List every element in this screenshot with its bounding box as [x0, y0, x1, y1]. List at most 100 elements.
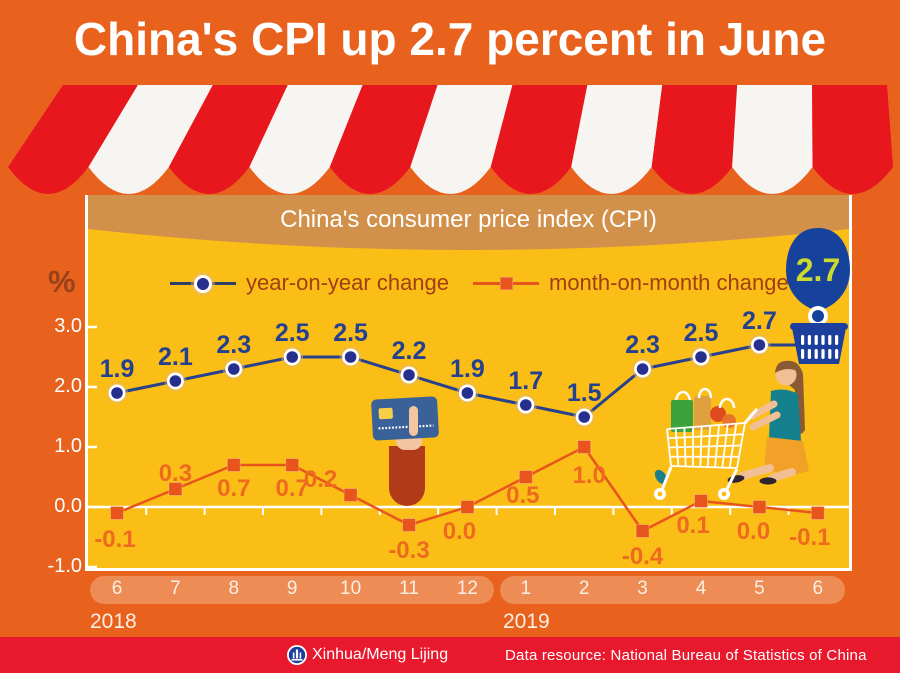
yoy-data-label: 2.2	[392, 337, 427, 365]
awning-stripe	[168, 85, 288, 194]
mom-data-point	[168, 482, 183, 496]
mom-data-point	[110, 506, 124, 520]
mom-data-label: -0.3	[388, 537, 429, 564]
month-label: 6	[111, 578, 123, 599]
mom-data-label: 0.1	[676, 512, 709, 539]
mom-data-label: 0.7	[276, 475, 309, 502]
y-tick-label: 3.0	[54, 315, 82, 337]
legend-mom-marker-icon	[500, 277, 513, 290]
mom-data-point	[518, 470, 533, 484]
awning-decoration-icon	[8, 85, 893, 194]
month-label: 12	[456, 578, 478, 599]
yoy-data-label: 2.5	[333, 319, 368, 347]
mom-data-label: -0.1	[789, 524, 830, 551]
yoy-data-label: 2.3	[216, 331, 251, 359]
legend-mom-label: month-on-month change	[549, 270, 789, 295]
yoy-data-label: 2.5	[684, 319, 719, 347]
shopper-cart-illustration-icon	[654, 360, 809, 500]
y-tick-label: 2.0	[54, 375, 82, 397]
yoy-data-label: 2.7	[742, 307, 777, 335]
awning-stripe	[651, 85, 738, 194]
mom-data-point	[460, 500, 475, 514]
mom-data-label: 0.5	[506, 482, 539, 509]
mom-data-point	[810, 506, 825, 520]
awning-stripe	[812, 85, 893, 194]
data-source-text: Data resource: National Bureau of Statis…	[505, 646, 867, 664]
xinhua-logo-icon	[287, 645, 307, 665]
yoy-data-point	[461, 387, 474, 399]
yoy-data-point	[111, 387, 123, 399]
legend-yoy: year-on-year change	[170, 270, 449, 296]
highlight-value: 2.7	[796, 252, 840, 288]
mom-data-label: 0.0	[443, 518, 476, 545]
mom-data-point	[226, 458, 241, 472]
canopy-shadow-band	[88, 195, 849, 250]
mom-data-point	[752, 500, 767, 514]
legend-yoy-marker-icon	[197, 278, 209, 290]
mom-data-label: 0.3	[159, 460, 192, 487]
awning-stripe	[329, 85, 438, 194]
mom-data-point	[285, 458, 300, 472]
mom-data-point	[577, 440, 592, 454]
awning-stripe	[8, 85, 138, 194]
month-label: 6	[812, 578, 824, 599]
x-axis-band-2018	[90, 576, 494, 604]
yoy-data-point	[753, 339, 766, 351]
month-label: 2	[578, 578, 590, 599]
yoy-data-point	[403, 369, 415, 381]
credit-text: Xinhua/Meng Lijing	[312, 646, 449, 663]
yoy-data-label: 2.1	[158, 343, 193, 371]
y-tick-label: 0.0	[54, 495, 82, 517]
page-title: China's CPI up 2.7 percent in June	[73, 13, 827, 65]
awning-stripe	[490, 85, 588, 194]
month-label: 10	[340, 578, 362, 599]
yoy-data-point	[636, 363, 649, 375]
x-axis-band-2019	[500, 576, 845, 604]
y-tick-label: 1.0	[54, 435, 82, 457]
legend-mom: month-on-month change	[473, 270, 789, 296]
mom-data-point	[635, 524, 650, 538]
awning-stripe	[571, 85, 663, 194]
mom-data-label: 0.7	[217, 475, 250, 502]
month-label: 7	[170, 578, 181, 599]
awning-stripe	[88, 85, 213, 194]
highlight-balloon-basket-icon: 2.7	[786, 228, 850, 364]
chart-title: China's consumer price index (CPI)	[280, 206, 657, 233]
mom-data-point	[402, 518, 416, 532]
y-axis-unit: %	[48, 264, 76, 299]
yoy-data-point	[695, 351, 707, 363]
month-label: 1	[520, 578, 532, 599]
awning-stripe	[410, 85, 513, 194]
data-series: -0.10.30.7 0.70.2-0.30.00.51.0-0.40.1 0.0-…	[94, 307, 830, 570]
month-label: 11	[399, 578, 419, 599]
legend-yoy-label: year-on-year change	[246, 270, 450, 295]
yoy-data-label: 1.9	[450, 355, 485, 383]
mom-data-point	[694, 494, 708, 508]
month-label: 4	[695, 578, 707, 599]
awning-stripe	[732, 85, 813, 194]
month-label: 3	[637, 578, 648, 599]
mom-data-label: -0.1	[94, 526, 135, 553]
month-label: 5	[754, 578, 765, 599]
yoy-data-label: 2.5	[275, 319, 310, 347]
yoy-data-label: 1.9	[100, 355, 135, 383]
yoy-data-label: 2.3	[625, 331, 660, 359]
yoy-data-point	[344, 351, 357, 363]
y-tick-label: -1.0	[47, 555, 82, 577]
year-label-2018: 2018	[90, 610, 137, 633]
mom-data-label: 0.2	[304, 466, 337, 493]
year-label-2019: 2019	[503, 610, 550, 633]
mom-data-label: 0.0	[737, 518, 770, 545]
credit-card-hand-illustration-icon	[371, 396, 439, 506]
yoy-data-label: 1.7	[508, 367, 543, 395]
yoy-data-label: 1.5	[567, 379, 602, 407]
month-label: 9	[286, 578, 298, 599]
footer-bar: Xinhua/Meng Lijing Data resource: Nation…	[0, 637, 900, 673]
mom-data-label: 1.0	[573, 462, 606, 489]
yoy-data-point	[578, 411, 590, 423]
yoy-data-point	[228, 363, 240, 375]
mom-data-label: -0.4	[622, 543, 664, 570]
yoy-data-point	[169, 375, 182, 387]
